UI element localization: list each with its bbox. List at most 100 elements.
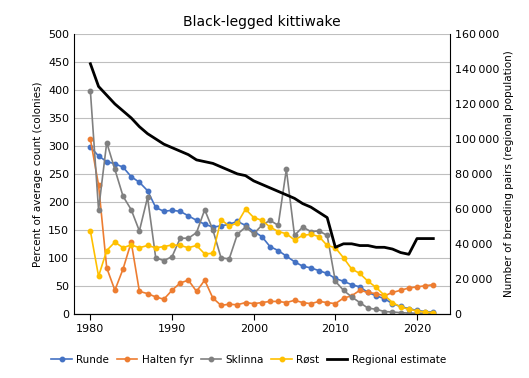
Røst bbox=[267, 225, 273, 229]
Sklinna bbox=[381, 309, 388, 314]
Runde bbox=[242, 223, 249, 228]
Regional estimate bbox=[218, 165, 224, 169]
Runde bbox=[267, 244, 273, 249]
Røst bbox=[128, 243, 134, 247]
Runde bbox=[308, 266, 314, 270]
Røst bbox=[120, 245, 126, 250]
Regional estimate bbox=[275, 189, 281, 194]
Title: Black-legged kittiwake: Black-legged kittiwake bbox=[183, 15, 341, 29]
Regional estimate bbox=[291, 196, 298, 201]
Runde bbox=[316, 268, 322, 273]
Røst bbox=[340, 256, 346, 260]
Regional estimate bbox=[144, 132, 151, 136]
Røst bbox=[87, 229, 94, 233]
Halten fyr bbox=[373, 291, 379, 296]
Runde bbox=[365, 290, 371, 295]
Runde bbox=[95, 154, 102, 158]
Røst bbox=[373, 285, 379, 290]
Røst bbox=[169, 243, 175, 247]
Runde bbox=[251, 229, 257, 234]
Halten fyr bbox=[87, 137, 94, 141]
Sklinna bbox=[422, 311, 428, 316]
Regional estimate bbox=[381, 245, 388, 249]
Runde bbox=[169, 208, 175, 212]
Regional estimate bbox=[152, 136, 159, 141]
Runde bbox=[112, 161, 118, 166]
Røst bbox=[316, 234, 322, 239]
Halten fyr bbox=[291, 298, 298, 302]
Røst bbox=[397, 305, 404, 309]
Runde bbox=[381, 296, 388, 301]
Halten fyr bbox=[136, 289, 142, 294]
Sklinna bbox=[340, 288, 346, 293]
Sklinna bbox=[136, 229, 142, 233]
Halten fyr bbox=[202, 278, 208, 282]
Regional estimate bbox=[136, 124, 142, 129]
Røst bbox=[209, 251, 216, 256]
Halten fyr bbox=[283, 300, 289, 305]
Røst bbox=[381, 293, 388, 297]
Halten fyr bbox=[169, 288, 175, 293]
Regional estimate bbox=[414, 236, 420, 241]
Sklinna bbox=[397, 310, 404, 315]
Halten fyr bbox=[161, 297, 167, 302]
Røst bbox=[161, 244, 167, 249]
Sklinna bbox=[112, 167, 118, 172]
Halten fyr bbox=[340, 296, 346, 301]
Sklinna bbox=[169, 254, 175, 259]
Røst bbox=[414, 309, 420, 313]
Halten fyr bbox=[104, 266, 110, 270]
Regional estimate bbox=[128, 116, 134, 120]
Sklinna bbox=[349, 295, 355, 299]
Røst bbox=[218, 217, 224, 222]
Regional estimate bbox=[112, 102, 118, 106]
Regional estimate bbox=[389, 247, 396, 251]
Regional estimate bbox=[202, 160, 208, 164]
Røst bbox=[226, 224, 232, 228]
Regional estimate bbox=[283, 192, 289, 197]
Røst bbox=[389, 300, 396, 305]
Halten fyr bbox=[349, 294, 355, 298]
Regional estimate bbox=[406, 252, 412, 257]
Runde bbox=[414, 308, 420, 313]
Regional estimate bbox=[161, 142, 167, 146]
Sklinna bbox=[291, 233, 298, 238]
Sklinna bbox=[308, 229, 314, 234]
Røst bbox=[406, 307, 412, 311]
Halten fyr bbox=[430, 282, 436, 287]
Y-axis label: Percent of average count (colonies): Percent of average count (colonies) bbox=[32, 81, 42, 266]
Sklinna bbox=[120, 194, 126, 198]
Runde bbox=[275, 248, 281, 253]
Røst bbox=[194, 243, 200, 248]
Regional estimate bbox=[234, 172, 241, 176]
Regional estimate bbox=[267, 186, 273, 190]
Sklinna bbox=[95, 208, 102, 212]
Halten fyr bbox=[357, 288, 363, 293]
Sklinna bbox=[194, 230, 200, 235]
Halten fyr bbox=[226, 302, 232, 307]
Sklinna bbox=[332, 279, 339, 284]
Regional estimate bbox=[169, 146, 175, 150]
Sklinna bbox=[104, 140, 110, 145]
Sklinna bbox=[275, 223, 281, 228]
Regional estimate bbox=[365, 243, 371, 248]
Runde bbox=[349, 282, 355, 287]
Sklinna bbox=[324, 233, 330, 238]
Røst bbox=[242, 207, 249, 211]
Sklinna bbox=[202, 208, 208, 212]
Sklinna bbox=[430, 311, 436, 316]
Sklinna bbox=[87, 89, 94, 93]
Runde bbox=[430, 310, 436, 314]
Runde bbox=[144, 188, 151, 193]
Regional estimate bbox=[430, 236, 436, 241]
Regional estimate bbox=[242, 174, 249, 178]
Line: Runde: Runde bbox=[88, 145, 435, 314]
Røst bbox=[430, 310, 436, 315]
Sklinna bbox=[259, 223, 265, 228]
Runde bbox=[209, 225, 216, 229]
Runde bbox=[194, 218, 200, 223]
Runde bbox=[259, 234, 265, 239]
Regional estimate bbox=[316, 210, 322, 215]
Runde bbox=[422, 309, 428, 314]
Røst bbox=[251, 215, 257, 220]
